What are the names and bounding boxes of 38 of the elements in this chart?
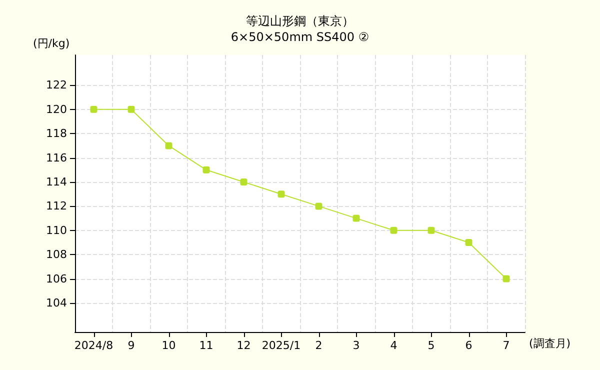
chart-title: 等辺山形鋼（東京）	[246, 14, 354, 28]
x-tick-label: 5	[428, 339, 435, 352]
x-tick-label: 4	[390, 339, 398, 352]
point	[465, 238, 472, 246]
x-tick-label: 9	[128, 339, 135, 352]
y-tick-label: 120	[46, 102, 67, 116]
y-tick-label: 122	[46, 78, 67, 92]
y-tick-label: 110	[46, 224, 67, 237]
point	[240, 178, 248, 186]
y-axis-title: (円/kg)	[33, 37, 70, 50]
x-tick-label: 11	[199, 339, 214, 352]
y-tick-label: 108	[46, 248, 67, 262]
point	[165, 142, 172, 150]
x-tick-label: 2025/1	[262, 339, 301, 352]
x-tick-label: 10	[162, 339, 176, 352]
point	[352, 214, 360, 222]
point	[278, 190, 285, 198]
point	[502, 275, 510, 282]
x-tick-label: 12	[236, 339, 251, 352]
x-tick-label: 2	[315, 339, 322, 352]
point	[315, 202, 322, 210]
x-tick-label: 3	[352, 339, 360, 352]
chart-subtitle: 6×50×50mm SS400 ②	[230, 30, 370, 44]
x-tick-label: 2024/8	[74, 339, 114, 352]
point	[202, 166, 210, 174]
y-tick-label: 116	[46, 151, 67, 164]
x-tick-label: 6	[465, 339, 472, 352]
x-tick-label: 7	[502, 339, 510, 352]
y-tick-label: 118	[46, 127, 67, 140]
x-axis-title: (調査月)	[529, 337, 571, 350]
y-tick-label: 112	[46, 200, 67, 213]
point	[428, 226, 435, 234]
y-tick-label: 106	[46, 272, 67, 286]
y-tick-label: 104	[46, 296, 67, 310]
y-tick-label: 114	[46, 176, 67, 189]
point	[90, 106, 98, 113]
point	[390, 226, 398, 234]
point	[128, 106, 135, 113]
